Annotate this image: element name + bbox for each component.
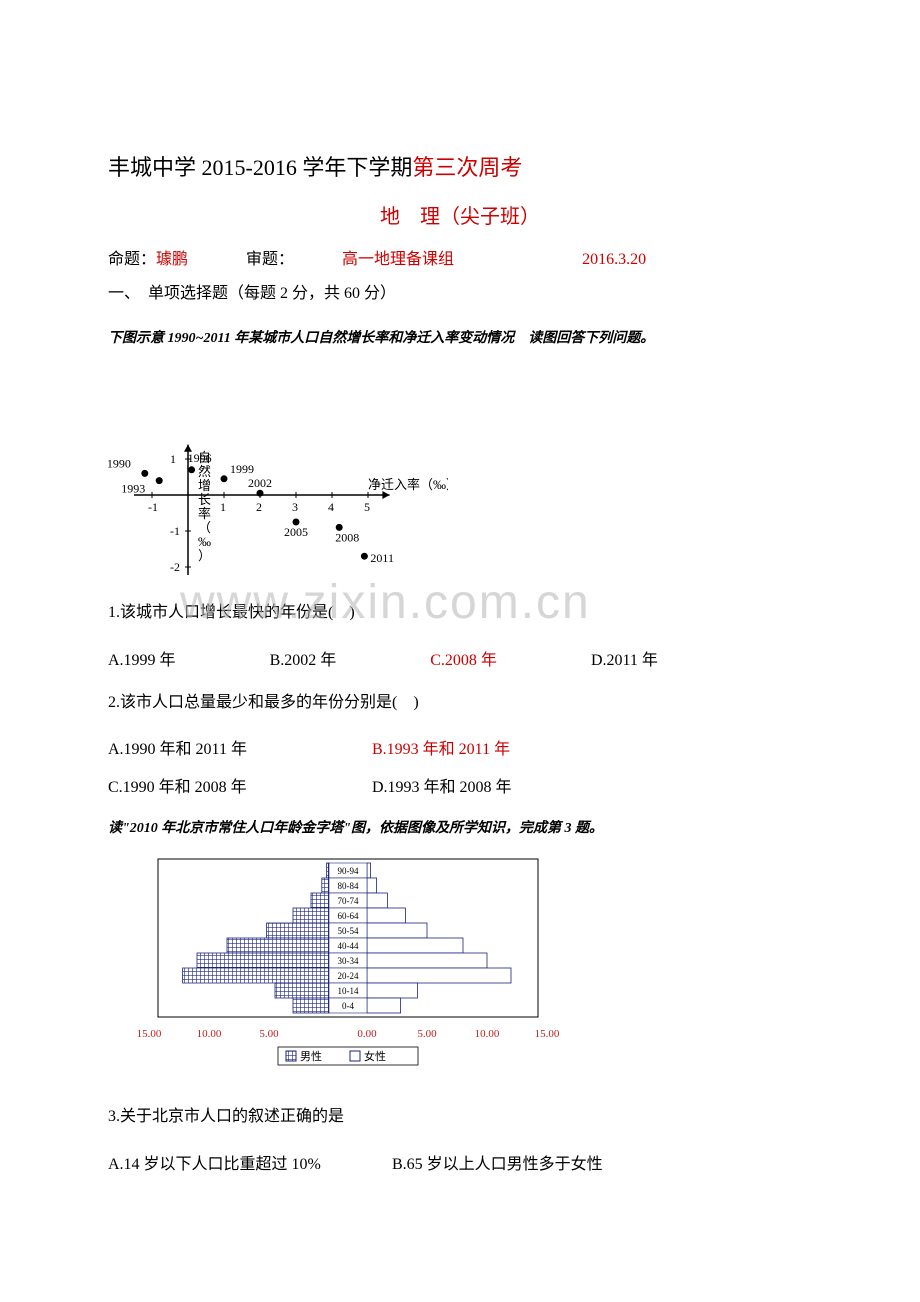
svg-text:40-44: 40-44 <box>338 941 359 951</box>
svg-text:2: 2 <box>256 500 262 514</box>
svg-text:1990: 1990 <box>108 456 131 470</box>
svg-text:4: 4 <box>328 500 334 514</box>
svg-text:5.00: 5.00 <box>417 1028 437 1040</box>
svg-text:15.00: 15.00 <box>137 1028 162 1040</box>
q3-options: A.14 岁以下人口比重超过 10% B.65 岁以上人口男性多于女性 <box>108 1150 812 1174</box>
svg-text:10.00: 10.00 <box>475 1028 500 1040</box>
svg-text:20-24: 20-24 <box>338 971 359 981</box>
q1-opt-b: B.2002 年 <box>270 646 337 670</box>
author-line: 命题：璩鹏 审题： 高一地理备课组 2016.3.20 <box>108 245 812 269</box>
q3-opt-a: A.14 岁以下人口比重超过 10% <box>108 1150 388 1174</box>
author-date: 2016.3.20 <box>582 251 646 268</box>
q3-opt-b: B.65 岁以上人口男性多于女性 <box>392 1156 603 1173</box>
svg-text:2011: 2011 <box>370 551 394 565</box>
q1-opt-d: D.2011 年 <box>591 646 658 670</box>
svg-text:30-34: 30-34 <box>338 956 359 966</box>
svg-text:）: ） <box>198 548 211 563</box>
subtitle: 地 理（尖子班） <box>108 200 812 229</box>
q1-options: A.1999 年 B.2002 年 C.2008 年 D.2011 年 <box>108 646 812 670</box>
author-label1: 命题： <box>108 251 156 268</box>
q3-text: 3.关于北京市人口的叙述正确的是 <box>108 1104 812 1130</box>
page-title: 丰城中学 2015-2016 学年下学期第三次周考 <box>108 150 812 182</box>
svg-text:0-4: 0-4 <box>342 1001 354 1011</box>
svg-text:男性: 男性 <box>300 1049 322 1063</box>
title-red: 第三次周考 <box>412 155 522 180</box>
svg-text:60-64: 60-64 <box>338 911 359 921</box>
svg-text:3: 3 <box>292 500 298 514</box>
svg-text:10.00: 10.00 <box>197 1028 222 1040</box>
q1-opt-c: C.2008 年 <box>430 646 497 670</box>
svg-text:1: 1 <box>170 452 176 466</box>
svg-text:70-74: 70-74 <box>338 896 359 906</box>
author-name: 璩鹏 <box>156 251 188 268</box>
q2-opt-c: C.1990 年和 2008 年 <box>108 773 368 797</box>
svg-text:长: 长 <box>198 492 211 507</box>
q2-opt-b: B.1993 年和 2011 年 <box>372 735 632 759</box>
svg-text:‰: ‰ <box>198 534 211 549</box>
author-label2: 审题： <box>246 251 294 268</box>
svg-text:2002: 2002 <box>248 476 272 490</box>
svg-text:-2: -2 <box>170 560 180 574</box>
svg-text:（: （ <box>198 520 211 535</box>
svg-text:80-84: 80-84 <box>338 881 359 891</box>
intro-1: 下图示意 1990~2011 年某城市人口自然增长率和净迁入率变动情况 读图回答… <box>108 327 812 347</box>
svg-text:然: 然 <box>198 464 211 479</box>
chart-2: 90-94 80-84 70-74 60-64 50-54 40-44 30-34 20-24… <box>108 855 812 1080</box>
svg-text:增: 增 <box>198 478 211 493</box>
svg-text:2005: 2005 <box>284 525 308 539</box>
svg-text:1993: 1993 <box>121 482 145 496</box>
q2-opt-d: D.1993 年和 2008 年 <box>372 773 632 797</box>
svg-text:1996: 1996 <box>188 451 212 465</box>
title-black: 丰城中学 2015-2016 学年下学期 <box>108 155 412 180</box>
svg-text:净迁入率（‰）: 净迁入率（‰） <box>368 477 448 492</box>
q1-opt-a: A.1999 年 <box>108 646 176 670</box>
chart-1: 自然增长率（‰）净迁入率（‰）-112345-2-111990199319961… <box>108 365 812 580</box>
svg-text:1: 1 <box>220 500 226 514</box>
svg-text:0.00: 0.00 <box>357 1028 377 1040</box>
author-group: 高一地理备课组 <box>342 251 454 268</box>
section-heading: 一、 单项选择题（每题 2 分，共 60 分） <box>108 279 812 303</box>
svg-text:1999: 1999 <box>230 462 254 476</box>
svg-text:50-54: 50-54 <box>338 926 359 936</box>
q2-opt-a: A.1990 年和 2011 年 <box>108 735 368 759</box>
svg-text:15.00: 15.00 <box>535 1028 560 1040</box>
q1-text: 1.该城市人口增长最快的年份是( ) <box>108 600 812 626</box>
svg-text:2008: 2008 <box>335 530 359 544</box>
svg-text:-1: -1 <box>148 500 158 514</box>
svg-text:5.00: 5.00 <box>259 1028 279 1040</box>
q2-text: 2.该市人口总量最少和最多的年份分别是( ) <box>108 690 812 716</box>
intro-2: 读"2010 年北京市常住人口年龄金字塔"图，依据图像及所学知识，完成第 3 题… <box>108 817 812 837</box>
svg-text:女性: 女性 <box>364 1049 386 1063</box>
svg-text:5: 5 <box>364 500 370 514</box>
svg-text:率: 率 <box>198 506 211 521</box>
svg-text:-1: -1 <box>170 524 180 538</box>
q2-options: A.1990 年和 2011 年 B.1993 年和 2011 年 C.1990… <box>108 735 812 797</box>
svg-text:90-94: 90-94 <box>338 866 359 876</box>
svg-text:10-14: 10-14 <box>338 986 359 996</box>
